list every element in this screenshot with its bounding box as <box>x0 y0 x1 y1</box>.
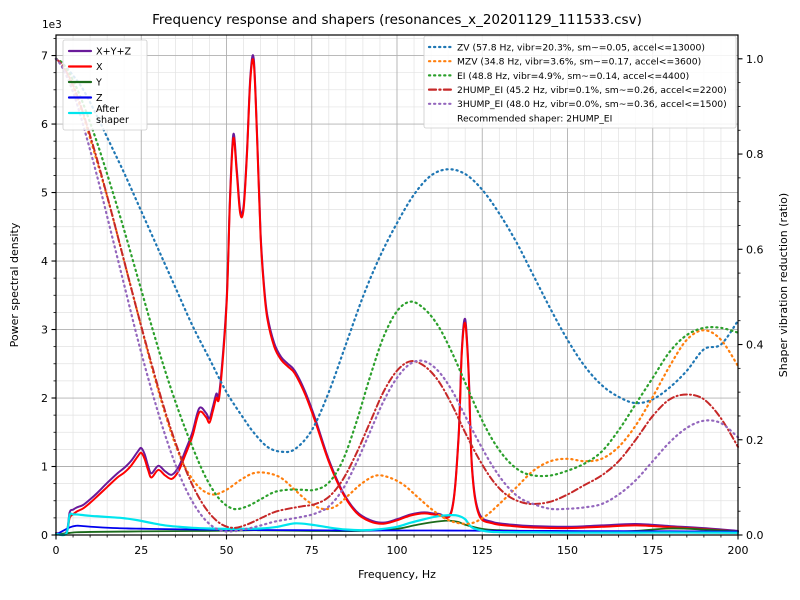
legend-label-after-shaper: After <box>96 104 119 115</box>
legend-label-mzv: MZV (34.8 Hz, vibr=3.6%, sm~=0.17, accel… <box>457 57 701 68</box>
psd-curve-x <box>55 58 739 536</box>
y-axis-offset-label: 1e3 <box>42 19 62 31</box>
x-tick-label: 125 <box>472 544 493 557</box>
y-axis-label: Power spectral density <box>8 222 21 347</box>
psd-legend-box <box>62 39 148 131</box>
x-tick-label: 150 <box>557 544 578 557</box>
legend-label-y: Y <box>95 78 102 89</box>
x-tick-label: 25 <box>134 544 148 557</box>
x-tick-label: 100 <box>387 544 408 557</box>
shaper-curve-ei <box>54 57 740 511</box>
legend-label-after-shaper: shaper <box>96 115 129 126</box>
y-tick-label: 7 <box>41 50 48 63</box>
y-tick-label: 1 <box>41 461 48 474</box>
y-right-tick-label: 0.6 <box>746 243 764 256</box>
shaper-curve-2hump-ei <box>55 57 739 529</box>
x-tick-label: 50 <box>220 544 234 557</box>
y-tick-label: 6 <box>41 118 48 131</box>
legend-label-3hump_ei: 3HUMP_EI (48.0 Hz, vibr=0.0%, sm~=0.36, … <box>457 99 727 110</box>
legend-label-x-y-z: X+Y+Z <box>96 47 132 58</box>
axis-ticks: 0 25 50 75 100 125 150 175 200 0 1 2 3 4 5 6 7 0.0 0.2 0.4 0… <box>41 38 764 557</box>
y-tick-label: 2 <box>41 392 48 405</box>
shaper-curve-3hump-ei <box>54 57 740 533</box>
shaper-curves <box>54 57 740 533</box>
y-tick-label: 3 <box>41 324 48 337</box>
shaper-curve-zv <box>54 57 740 454</box>
chart-title: Frequency response and shapers (resonanc… <box>152 12 642 28</box>
psd-curves <box>54 54 740 537</box>
y-right-tick-label: 0.2 <box>746 434 764 447</box>
legend-label-2hump_ei: 2HUMP_EI (45.2 Hz, vibr=0.1%, sm~=0.26, … <box>457 85 727 96</box>
y-axis-right-label: Shaper vibration reduction (ratio) <box>777 193 790 377</box>
x-tick-label: 175 <box>642 544 663 557</box>
legend-label-zv: ZV (57.8 Hz, vibr=20.3%, sm~=0.05, accel… <box>457 42 705 53</box>
y-right-tick-label: 0.0 <box>746 529 764 542</box>
shaper-legend[interactable]: ZV (57.8 Hz, vibr=20.3%, sm~=0.05, accel… <box>423 35 737 129</box>
y-tick-label: 0 <box>41 529 48 542</box>
y-right-tick-label: 1.0 <box>746 53 764 66</box>
y-tick-label: 5 <box>41 187 48 200</box>
x-axis-label: Frequency, Hz <box>358 568 436 581</box>
x-tick-label: 75 <box>305 544 319 557</box>
legend-label-ei: EI (48.8 Hz, vibr=4.9%, sm~=0.14, accel<… <box>457 71 689 82</box>
legend-label-z: Z <box>96 93 103 104</box>
psd-curve-after-shaper <box>54 512 740 537</box>
x-tick-label: 0 <box>53 544 60 557</box>
shaper-legend-box <box>423 35 737 129</box>
recommended-shaper-label: Recommended shaper: 2HUMP_EI <box>457 113 612 124</box>
y-right-tick-label: 0.4 <box>746 339 764 352</box>
x-tick-label: 200 <box>728 544 749 557</box>
psd-curve-z <box>55 524 739 536</box>
y-tick-label: 4 <box>41 255 48 268</box>
y-right-tick-label: 0.8 <box>746 148 764 161</box>
legend-label-x: X <box>96 62 103 73</box>
